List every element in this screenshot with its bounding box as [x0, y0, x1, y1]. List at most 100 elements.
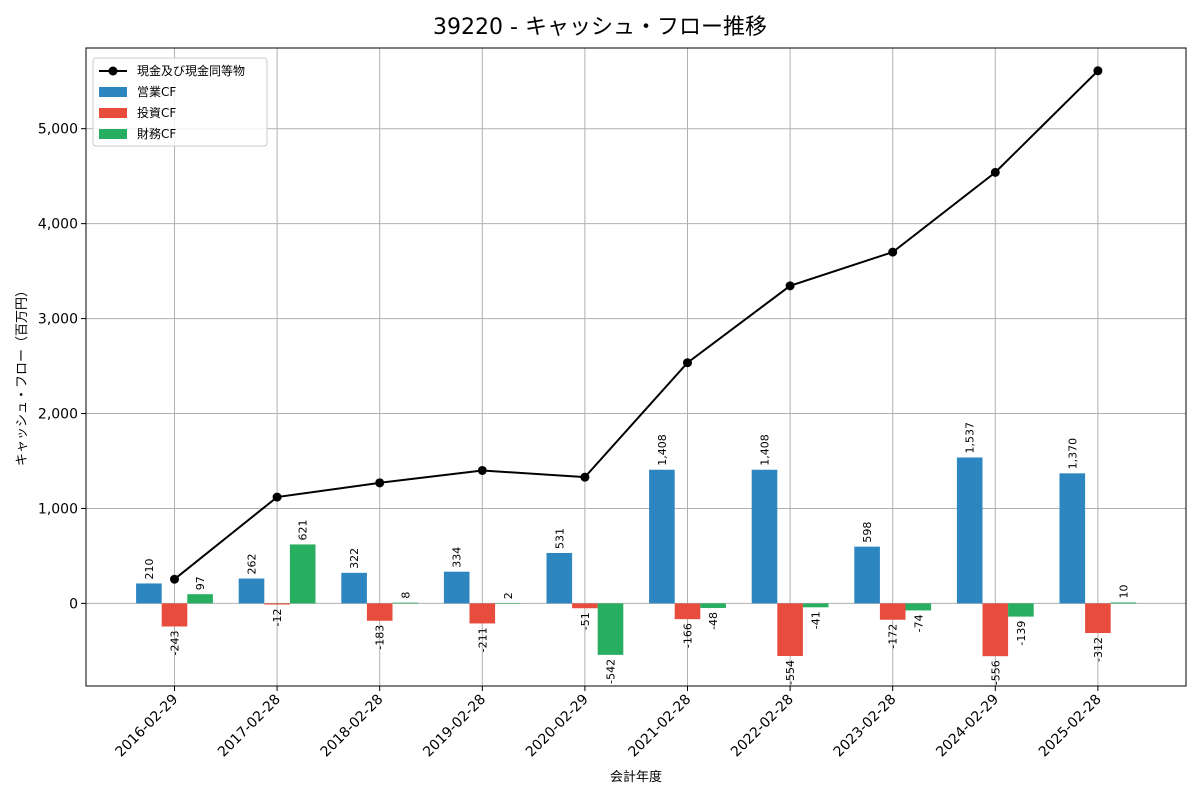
data-label-営業CF: 1,408: [759, 434, 772, 466]
bar-営業CF-2017-02-28: [238, 578, 265, 604]
x-tick-label: 2024-02-29: [933, 692, 1002, 761]
bar-投資CF-2021-02-28: [674, 603, 701, 620]
x-tick-label: 2023-02-28: [831, 692, 900, 761]
bar-営業CF-2023-02-28: [854, 546, 880, 604]
data-label-財務CF: -48: [707, 612, 720, 630]
data-label-財務CF: -139: [1015, 621, 1028, 646]
cash-point-2018-02-28: [375, 478, 385, 488]
bar-財務CF-2021-02-28: [700, 603, 726, 608]
data-label-投資CF: -211: [476, 627, 489, 652]
legend-swatch-marker: [108, 66, 118, 76]
data-label-財務CF: 97: [194, 576, 207, 590]
bar-財務CF-2024-02-29: [1008, 603, 1034, 617]
data-label-財務CF: 621: [297, 519, 310, 540]
x-tick-label: 2025-02-28: [1036, 692, 1105, 761]
legend-frame: [92, 57, 268, 147]
bar-投資CF-2018-02-28: [366, 603, 393, 621]
y-tick-label: 2,000: [38, 407, 78, 423]
bar-営業CF-2022-02-28: [751, 469, 778, 604]
bar-財務CF-2020-02-29: [597, 603, 624, 655]
bar-投資CF-2022-02-28: [777, 603, 803, 656]
bar-営業CF-2024-02-29: [956, 457, 983, 604]
legend-swatch-投資CF: [99, 108, 127, 118]
ticks: 0 1,000 2,000 3,000 4,000 5,000 2016-02-29 2017…: [38, 122, 1105, 761]
data-label-営業CF: 334: [451, 547, 464, 568]
legend-label: 投資CF: [137, 105, 176, 120]
bar-営業CF-2020-02-29: [546, 552, 573, 604]
data-label-営業CF: 322: [348, 548, 361, 569]
bar-投資CF-2025-02-28: [1085, 603, 1111, 634]
data-label-財務CF: -41: [810, 611, 823, 629]
data-label-財務CF: 10: [1118, 584, 1131, 598]
bar-財務CF-2019-02-28: [495, 603, 521, 604]
data-label-財務CF: -542: [605, 659, 618, 684]
y-tick-label: 5,000: [38, 122, 78, 138]
legend-label: 財務CF: [137, 126, 176, 141]
y-tick-label: 1,000: [38, 501, 78, 517]
data-label-財務CF: -74: [912, 614, 925, 632]
x-tick-label: 2018-02-28: [318, 692, 387, 761]
y-axis-label: キャッシュ・フロー（百万円）: [15, 284, 30, 466]
bar-財務CF-2018-02-28: [392, 602, 419, 604]
y-tick-label: 4,000: [38, 217, 78, 233]
bar-財務CF-2016-02-29: [187, 594, 213, 604]
bar-財務CF-2023-02-28: [905, 603, 932, 611]
data-label-投資CF: -243: [169, 630, 182, 655]
data-label-投資CF: -51: [579, 612, 592, 630]
bar-投資CF-2023-02-28: [879, 603, 906, 620]
x-axis-label: 会計年度: [610, 769, 662, 785]
plot-frame: [85, 47, 1187, 687]
x-tick-label: 2022-02-28: [728, 692, 797, 761]
data-label-投資CF: -172: [887, 624, 900, 649]
bar-財務CF-2017-02-28: [289, 544, 316, 604]
cash-point-2017-02-28: [272, 492, 282, 502]
data-label-営業CF: 1,537: [964, 422, 977, 454]
y-tick-label: 0: [69, 596, 78, 612]
bar-営業CF-2025-02-28: [1059, 473, 1086, 604]
grid: [86, 48, 1186, 686]
y-tick-label: 3,000: [38, 312, 78, 328]
data-label-投資CF: -554: [784, 660, 797, 685]
x-tick-label: 2019-02-28: [420, 692, 489, 761]
legend-swatch-営業CF: [99, 87, 127, 97]
bar-営業CF-2021-02-28: [649, 469, 675, 604]
cash-point-2022-02-28: [785, 281, 795, 291]
chart-title: 39220 - キャッシュ・フロー推移: [433, 15, 767, 40]
data-label-財務CF: 2: [502, 592, 515, 599]
cash-point-2020-02-29: [580, 472, 590, 482]
data-label-営業CF: 598: [861, 522, 874, 543]
cash-point-2023-02-28: [888, 247, 898, 257]
cash-point-2025-02-28: [1093, 66, 1103, 76]
bars: [136, 457, 1137, 657]
cash-point-2019-02-28: [477, 465, 487, 475]
bar-営業CF-2018-02-28: [341, 572, 367, 604]
legend-label: 営業CF: [137, 85, 176, 99]
data-label-営業CF: 1,408: [656, 434, 669, 466]
x-tick-label: 2017-02-28: [215, 692, 284, 761]
data-label-投資CF: -312: [1092, 637, 1105, 662]
x-tick-label: 2016-02-29: [112, 692, 181, 761]
cash-point-2024-02-29: [990, 167, 1000, 177]
data-label-財務CF: 8: [399, 592, 412, 599]
data-label-営業CF: 210: [143, 558, 156, 579]
cash-point-2021-02-28: [683, 358, 692, 368]
cash-line: [170, 66, 1103, 584]
cash-line-path: [173, 70, 1099, 580]
bar-営業CF-2019-02-28: [443, 571, 470, 604]
data-label-営業CF: 262: [246, 554, 259, 575]
legend-label: 現金及び現金同等物: [137, 63, 245, 78]
legend-swatch-財務CF: [99, 129, 127, 139]
bar-営業CF-2016-02-29: [136, 583, 162, 604]
data-label-投資CF: -556: [989, 660, 1002, 685]
bar-投資CF-2019-02-28: [469, 603, 496, 624]
data-label-営業CF: 531: [553, 528, 566, 549]
x-tick-label: 2020-02-29: [523, 692, 592, 761]
data-label-投資CF: -166: [682, 623, 695, 648]
bar-投資CF-2017-02-28: [264, 603, 290, 605]
bar-投資CF-2016-02-29: [161, 603, 188, 627]
bar-財務CF-2025-02-28: [1110, 602, 1137, 604]
data-label-投資CF: -12: [271, 609, 284, 627]
